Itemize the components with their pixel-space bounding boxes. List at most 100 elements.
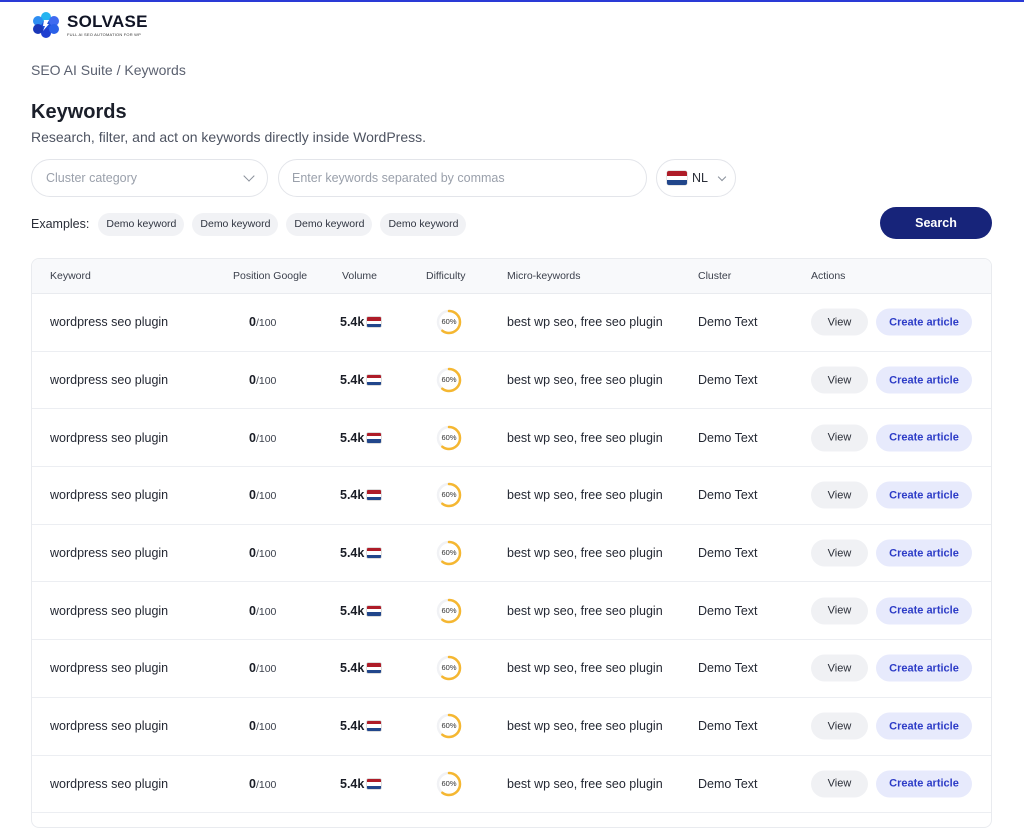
cluster-cell: Demo Text [698,603,758,618]
difficulty-gauge: 60% [436,482,462,508]
col-header-keyword: Keyword [50,270,91,282]
col-header-actions: Actions [811,270,846,282]
view-button[interactable]: View [811,308,868,336]
table-row: wordpress seo plugin 0/100 5.4k 60% best… [32,294,991,352]
netherlands-flag-icon [367,375,382,386]
country-code: NL [692,171,708,185]
create-article-button[interactable]: Create article [876,597,972,625]
brand-tagline: FULL AI SEO AUTOMATION FOR WP [67,32,141,37]
keyword-cell: wordpress seo plugin [50,546,169,561]
micro-keywords-cell: best wp seo, free seo plugin [507,719,663,734]
micro-keywords-cell: best wp seo, free seo plugin [507,603,663,618]
view-button[interactable]: View [811,597,868,625]
cluster-cell: Demo Text [698,373,758,388]
view-button[interactable]: View [811,770,868,798]
position-value: 0 [249,719,256,734]
example-chip[interactable]: Demo keyword [192,212,279,236]
volume-cell: 5.4k [340,373,382,388]
micro-keywords-cell: best wp seo, free seo plugin [507,661,663,676]
volume-cell: 5.4k [340,776,382,791]
cluster-category-select[interactable]: Cluster category [31,159,268,197]
chevron-down-icon [243,170,255,182]
top-accent-bar [0,0,1024,2]
view-button[interactable]: View [811,481,868,509]
example-chip[interactable]: Demo keyword [380,212,467,236]
difficulty-value: 60% [441,663,457,673]
create-article-button[interactable]: Create article [876,366,972,394]
netherlands-flag-icon [367,317,382,328]
view-button[interactable]: View [811,539,868,567]
keyword-cell: wordpress seo plugin [50,315,169,330]
create-article-button[interactable]: Create article [876,424,972,452]
view-button[interactable]: View [811,712,868,740]
example-chip[interactable]: Demo keyword [98,212,185,236]
keyword-cell: wordpress seo plugin [50,603,169,618]
table-row: wordpress seo plugin 0/100 5.4k 60% best… [32,352,991,410]
difficulty-value: 60% [441,548,457,558]
volume-cell: 5.4k [340,488,382,503]
view-button[interactable]: View [811,654,868,682]
brand-logo[interactable]: SOLVASE FULL AI SEO AUTOMATION FOR WP [31,11,148,39]
examples-row: Examples: Demo keyword Demo keyword Demo… [31,212,474,236]
cluster-category-placeholder: Cluster category [46,171,138,185]
position-cell: 0/100 [249,661,276,675]
keyword-cell: wordpress seo plugin [50,488,169,503]
netherlands-flag-icon [367,490,382,501]
difficulty-value: 60% [441,721,457,731]
create-article-button[interactable]: Create article [876,308,972,336]
difficulty-value: 60% [441,375,457,385]
position-value: 0 [249,661,256,676]
cluster-cell: Demo Text [698,661,758,676]
keywords-input[interactable] [278,159,647,197]
netherlands-flag-icon [367,778,382,789]
create-article-button[interactable]: Create article [876,712,972,740]
breadcrumb: SEO AI Suite / Keywords [31,62,186,78]
position-max: /100 [255,663,277,676]
position-value: 0 [249,373,256,388]
volume-value: 5.4k [340,373,365,388]
micro-keywords-cell: best wp seo, free seo plugin [507,776,663,791]
cluster-cell: Demo Text [698,719,758,734]
position-max: /100 [255,432,277,445]
position-value: 0 [249,603,256,618]
table-row: wordpress seo plugin 0/100 5.4k 60% best… [32,582,991,641]
example-chip[interactable]: Demo keyword [286,212,373,236]
create-article-button[interactable]: Create article [876,481,972,509]
table-row: wordpress seo plugin 0/100 5.4k 60% best… [32,467,991,525]
position-value: 0 [249,315,256,330]
difficulty-gauge: 60% [436,425,462,451]
netherlands-flag-icon [367,663,382,674]
netherlands-flag-icon [367,605,382,616]
netherlands-flag-icon [667,171,687,185]
page-subtitle: Research, filter, and act on keywords di… [31,129,427,145]
table-row: wordpress seo plugin 0/100 5.4k 60% best… [32,756,991,814]
keyword-cell: wordpress seo plugin [50,373,169,388]
volume-value: 5.4k [340,776,365,791]
view-button[interactable]: View [811,424,868,452]
position-max: /100 [255,605,277,618]
table-body: wordpress seo plugin 0/100 5.4k 60% best… [32,294,991,814]
create-article-button[interactable]: Create article [876,654,972,682]
position-max: /100 [255,490,277,503]
position-cell: 0/100 [249,488,276,502]
keyword-cell: wordpress seo plugin [50,661,169,676]
table-row: wordpress seo plugin 0/100 5.4k 60% best… [32,525,991,583]
country-select[interactable]: NL [656,159,736,197]
difficulty-gauge: 60% [436,540,462,566]
col-header-volume: Volume [342,270,378,282]
micro-keywords-cell: best wp seo, free seo plugin [507,373,663,388]
table-header: Keyword Position Google Volume Difficult… [32,259,991,294]
keyword-cell: wordpress seo plugin [50,719,169,734]
view-button[interactable]: View [811,366,868,394]
create-article-button[interactable]: Create article [876,539,972,567]
position-cell: 0/100 [249,719,276,733]
volume-cell: 5.4k [340,315,382,329]
examples-label: Examples: [31,217,90,231]
create-article-button[interactable]: Create article [876,770,972,798]
table-row: wordpress seo plugin 0/100 5.4k 60% best… [32,409,991,468]
search-button[interactable]: Search [880,207,992,239]
volume-value: 5.4k [340,488,365,503]
cluster-cell: Demo Text [698,430,758,445]
difficulty-gauge: 60% [436,367,462,393]
difficulty-gauge: 60% [436,771,462,797]
